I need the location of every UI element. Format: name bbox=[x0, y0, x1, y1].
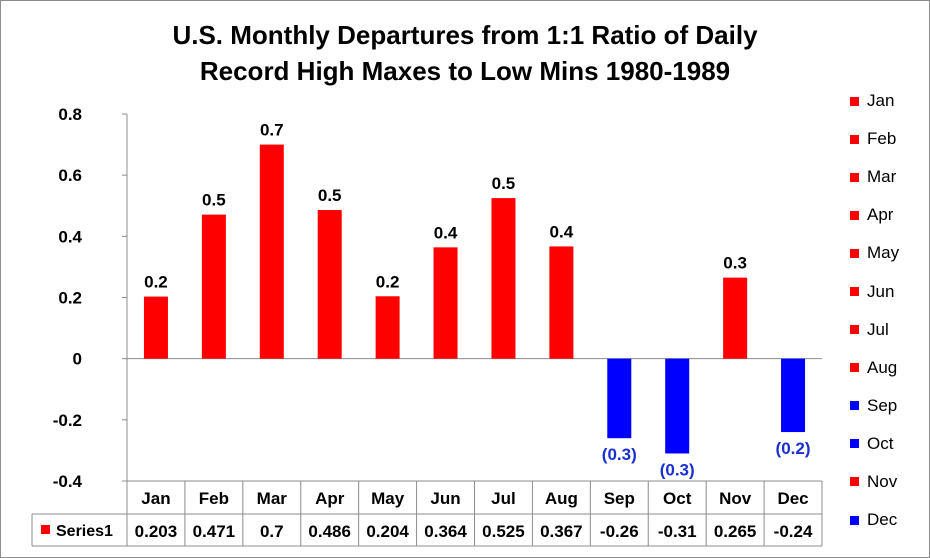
legend-item-aug: Aug bbox=[850, 349, 925, 387]
legend-label: Nov bbox=[867, 471, 898, 491]
legend-item-jul: Jul bbox=[850, 311, 925, 349]
legend-swatch bbox=[850, 172, 859, 182]
legend-swatch bbox=[850, 401, 859, 411]
legend-item-jun: Jun bbox=[850, 272, 925, 310]
legend-item-jan: Jan bbox=[850, 82, 925, 120]
legend-label: Jan bbox=[867, 91, 895, 111]
legend-swatch bbox=[850, 210, 859, 220]
legend-swatch bbox=[850, 248, 859, 258]
legend-label: Apr bbox=[867, 205, 894, 225]
legend-swatch bbox=[850, 287, 859, 297]
legend-swatch bbox=[850, 515, 859, 525]
legend-label: May bbox=[867, 243, 900, 263]
legend-swatch bbox=[850, 363, 859, 373]
legend-label: Mar bbox=[867, 167, 897, 187]
chart-title-line-1: U.S. Monthly Departures from 1:1 Ratio o… bbox=[172, 20, 758, 50]
legend-label: Oct bbox=[867, 433, 894, 453]
legend-item-oct: Oct bbox=[850, 425, 925, 463]
legend-item-apr: Apr bbox=[850, 196, 925, 234]
chart-title-line-2: Record High Maxes to Low Mins 1980-1989 bbox=[199, 56, 731, 86]
legend-label: Dec bbox=[867, 510, 898, 530]
legend-item-sep: Sep bbox=[850, 387, 925, 425]
legend-label: Jun bbox=[867, 281, 895, 301]
legend-swatch bbox=[850, 134, 859, 144]
legend-item-dec: Dec bbox=[850, 501, 925, 539]
legend-item-nov: Nov bbox=[850, 463, 925, 501]
legend-swatch bbox=[850, 325, 859, 335]
legend: Jan Feb Mar Apr May Jun Jul Aug Sep Oct Nov Dec bbox=[850, 82, 925, 539]
legend-swatch bbox=[850, 477, 859, 487]
legend-label: Feb bbox=[867, 129, 897, 149]
legend-item-mar: Mar bbox=[850, 158, 925, 196]
legend-item-feb: Feb bbox=[850, 120, 925, 158]
legend-swatch bbox=[850, 439, 859, 449]
legend-label: Sep bbox=[867, 395, 898, 415]
legend-label: Jul bbox=[867, 319, 889, 339]
legend-swatch bbox=[850, 96, 859, 106]
legend-item-may: May bbox=[850, 234, 925, 272]
legend-label: Aug bbox=[867, 357, 898, 377]
